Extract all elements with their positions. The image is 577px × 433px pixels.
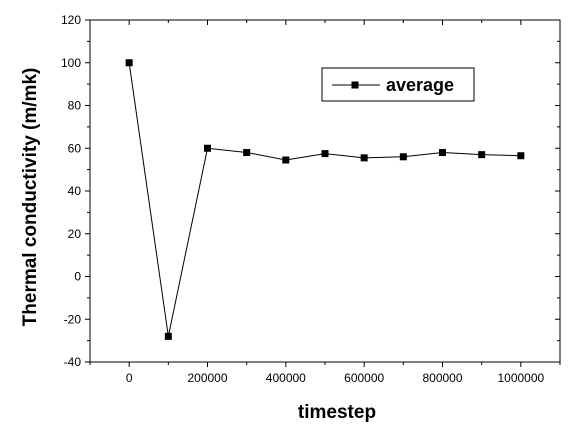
- data-point: [439, 149, 446, 157]
- data-point: [517, 152, 525, 160]
- x-tick-label: 200000: [187, 371, 227, 385]
- data-point: [204, 144, 211, 152]
- data-point: [321, 150, 329, 158]
- legend-label: average: [386, 75, 454, 95]
- y-tick-label: 100: [61, 56, 81, 70]
- x-tick-label: 1000000: [497, 371, 544, 385]
- y-tick-label: 60: [68, 141, 82, 155]
- x-tick-label: 800000: [422, 371, 462, 385]
- data-point: [360, 154, 368, 162]
- y-tick-label: -20: [64, 312, 82, 326]
- data-point: [243, 149, 251, 157]
- x-tick-label: 400000: [266, 371, 306, 385]
- data-point: [282, 156, 290, 164]
- y-axis-title: Thermal conductivity (m/mk): [20, 68, 41, 327]
- y-tick-label: 20: [68, 227, 82, 241]
- data-point: [164, 332, 172, 340]
- y-tick-label: 40: [68, 184, 82, 198]
- plot-area: 0 200000 400000 600000 800000 1000000 -40 -20 0…: [61, 13, 561, 385]
- data-point: [399, 153, 407, 161]
- data-point: [478, 151, 486, 159]
- legend: average: [321, 67, 475, 102]
- y-tick-label: 120: [61, 13, 81, 27]
- data-point: [125, 59, 133, 67]
- x-axis: 0 200000 400000 600000 800000 1000000: [89, 20, 561, 385]
- series-line-average: [128, 62, 521, 337]
- series-layer: [125, 59, 525, 340]
- y-tick-label: 80: [68, 99, 82, 113]
- x-tick-label: 600000: [344, 371, 384, 385]
- y-tick-label: 0: [74, 270, 81, 284]
- x-tick-label: 0: [126, 371, 133, 385]
- legend-marker-square: [351, 81, 359, 89]
- y-tick-label: -40: [64, 355, 82, 369]
- y-axis: -40 -20 0 20 40 60 80 100 120: [61, 13, 560, 369]
- x-axis-title: timestep: [298, 402, 376, 423]
